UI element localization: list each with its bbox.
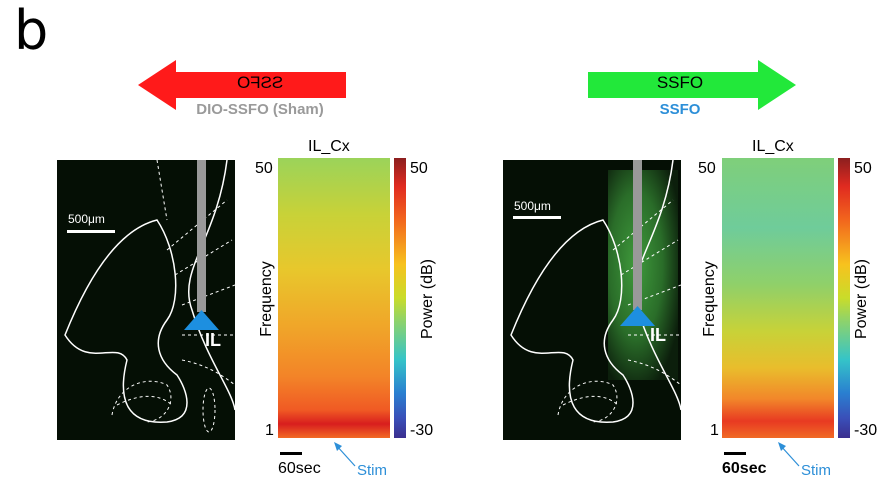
colorbar-top-ssfo: 50 (854, 160, 872, 177)
stim-arrow-ssfo (778, 442, 800, 467)
stim-arrow-sham (334, 442, 356, 467)
y-tick-top-ssfo: 50 (698, 160, 716, 177)
ssfo-arrow (588, 60, 796, 110)
time-scale-bar-ssfo (724, 452, 746, 455)
colorbar-label-ssfo: Power (dB) (853, 258, 870, 340)
y-tick-bottom-sham: 1 (265, 422, 274, 439)
panel-label: b (14, 0, 49, 62)
y-tick-top-sham: 50 (255, 160, 273, 177)
y-tick-bottom-ssfo: 1 (710, 422, 719, 439)
scale-bar-label-sham: 500μm (68, 212, 105, 226)
time-scale-bar-sham (280, 452, 302, 455)
colorbar-label-sham: Power (dB) (419, 258, 436, 340)
stim-label-ssfo: Stim (801, 462, 831, 479)
y-axis-label-sham: Frequency (258, 261, 275, 337)
scale-bar-label-ssfo: 500μm (514, 199, 551, 213)
region-label-ssfo: IL (650, 325, 666, 345)
colorbar-sham (394, 158, 406, 438)
sham-arrow-label: SSFO (236, 73, 284, 92)
stim-label-sham: Stim (357, 462, 387, 479)
sham-arrow (138, 60, 346, 110)
spectrogram-ssfo (722, 158, 834, 438)
ssfo-condition-label: SSFO (659, 101, 701, 118)
region-label-sham: IL (205, 330, 221, 350)
y-axis-label-ssfo: Frequency (701, 261, 718, 337)
colorbar-top-sham: 50 (410, 160, 428, 177)
colorbar-ssfo (838, 158, 850, 438)
brain-slice-sham (57, 160, 235, 440)
ssfo-arrow-label: SSFO (656, 73, 704, 92)
time-scale-label-sham: 60sec (278, 460, 321, 477)
sham-condition-label: DIO-SSFO (Sham) (196, 101, 324, 118)
spectrogram-title-ssfo: IL_Cx (752, 138, 794, 155)
colorbar-bottom-sham: -30 (410, 422, 434, 439)
colorbar-bottom-ssfo: -30 (854, 422, 878, 439)
brain-slice-ssfo (503, 160, 681, 440)
spectrogram-title-sham: IL_Cx (308, 138, 350, 155)
spectrogram-sham (278, 158, 390, 438)
time-scale-label-ssfo: 60sec (722, 460, 767, 477)
